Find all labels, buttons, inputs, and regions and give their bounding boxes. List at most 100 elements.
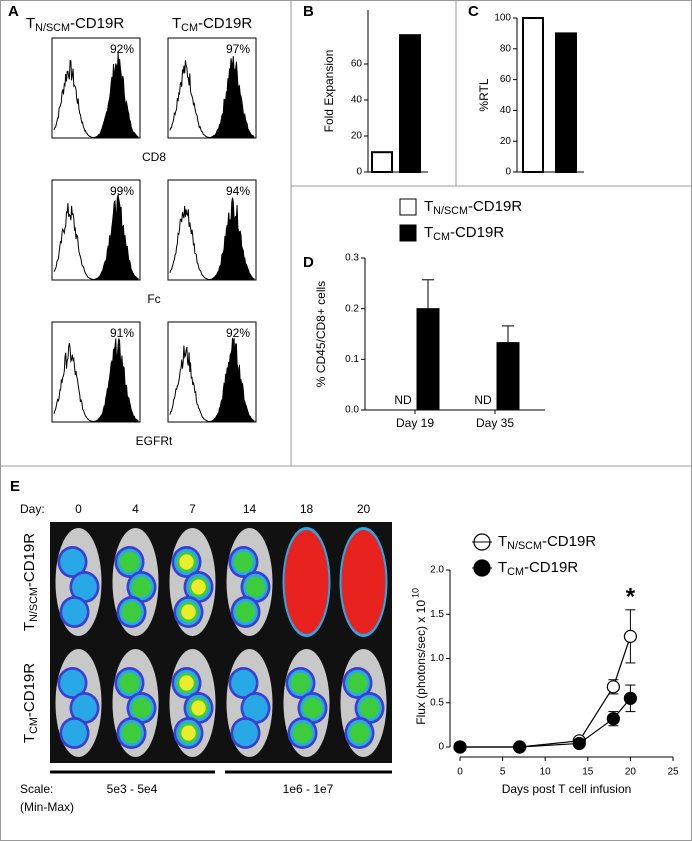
histogram-open	[169, 60, 214, 139]
panel-letter: C	[468, 3, 479, 20]
day-label: 18	[300, 502, 314, 516]
y-tick-label: 0	[356, 167, 362, 178]
bar	[522, 17, 544, 173]
point	[513, 740, 527, 754]
row-label: TCM-CD19R	[21, 663, 40, 743]
legend-label: TCM-CD19R	[498, 559, 578, 578]
panel-letter: B	[303, 3, 314, 20]
histogram-open	[53, 59, 98, 139]
signal	[341, 530, 386, 634]
percent-label: 91%	[110, 326, 134, 340]
signal	[119, 551, 140, 573]
legend-label: TN/SCM-CD19R	[498, 533, 596, 552]
signal	[235, 601, 256, 623]
y-tick-label: 40	[351, 95, 363, 106]
signal	[131, 576, 152, 598]
histogram-open	[169, 205, 214, 281]
signal	[231, 669, 256, 697]
bar	[416, 308, 440, 411]
bar	[399, 34, 421, 174]
percent-label: 94%	[226, 184, 250, 198]
signal	[62, 598, 87, 626]
y-tick-label: 1.0	[430, 653, 444, 664]
signal	[72, 573, 97, 601]
point	[572, 736, 586, 751]
histogram-filled	[207, 337, 255, 423]
panel-letter: E	[10, 478, 20, 495]
scale-range: 1e6 - 1e7	[283, 782, 334, 796]
scale-label: Scale:	[20, 782, 53, 796]
signal	[302, 697, 323, 719]
signal	[290, 672, 311, 694]
histogram-filled	[91, 194, 139, 281]
bar	[371, 151, 393, 173]
signal	[181, 604, 196, 620]
bar	[555, 32, 577, 174]
panel-letter: D	[303, 254, 314, 271]
y-tick-label: 0.0	[345, 405, 359, 416]
legend-label: TN/SCM-CD19R	[424, 198, 522, 217]
signal	[233, 719, 258, 747]
signal	[119, 672, 140, 694]
signal	[191, 700, 206, 716]
signal	[179, 554, 194, 570]
x-tick-label: 0	[457, 767, 463, 778]
x-tick-label: 25	[667, 767, 679, 778]
y-tick-label: 0	[438, 742, 444, 753]
legend-label: TCM-CD19R	[424, 224, 504, 243]
signal	[62, 719, 87, 747]
y-tick-label: 60	[351, 59, 363, 70]
x-tick-label: 20	[625, 767, 637, 778]
y-tick-label: 20	[351, 131, 363, 142]
marker-label: CD8	[142, 150, 166, 164]
bar	[496, 342, 520, 411]
marker-label: EGFRt	[136, 434, 173, 448]
signal	[60, 669, 85, 697]
x-axis-label: Days post T cell infusion	[502, 782, 632, 796]
day-label: 20	[357, 502, 371, 516]
y-tick-label: 1.5	[430, 609, 444, 620]
marker-label: Fc	[147, 292, 160, 306]
value-label: ND	[394, 393, 412, 407]
row-label: TN/SCM-CD19R	[21, 533, 40, 631]
column-header: TN/SCM-CD19R	[26, 15, 124, 34]
signal	[245, 576, 266, 598]
histogram-open	[53, 203, 99, 281]
day-label: 0	[75, 502, 82, 516]
y-tick-label: 2.0	[430, 565, 444, 576]
y-tick-label: 0.3	[345, 253, 359, 264]
y-tick-label: 0.2	[345, 303, 359, 314]
signal	[121, 722, 142, 744]
histogram-filled	[91, 338, 139, 423]
y-axis-label: Flux (photons/sec) x 10	[414, 600, 428, 725]
signal	[60, 548, 85, 576]
signal	[233, 551, 254, 573]
signal	[191, 579, 206, 595]
histogram-filled	[91, 52, 139, 139]
y-tick-label: 20	[500, 136, 512, 147]
x-tick-label: 5	[500, 767, 506, 778]
point	[623, 691, 638, 705]
signal	[284, 530, 329, 634]
signal	[179, 675, 194, 691]
y-tick-label: 100	[494, 13, 511, 24]
point	[606, 712, 620, 726]
x-tick-label: 15	[582, 767, 594, 778]
histogram-open	[53, 343, 99, 423]
histogram-filled	[207, 56, 255, 139]
y-tick-label: 0	[505, 167, 511, 178]
point	[623, 629, 638, 643]
day-label: 4	[132, 502, 139, 516]
y-axis-label: % CD45/CD8+ cells	[314, 281, 328, 387]
day-label: 7	[189, 502, 196, 516]
histogram-filled	[207, 197, 255, 281]
signal	[121, 601, 142, 623]
signal	[347, 672, 368, 694]
point	[606, 680, 620, 694]
day-label: 14	[243, 502, 257, 516]
y-tick-label: 40	[500, 105, 512, 116]
y-tick-label: 80	[500, 43, 512, 54]
y-axis-exponent: 10	[410, 588, 420, 598]
